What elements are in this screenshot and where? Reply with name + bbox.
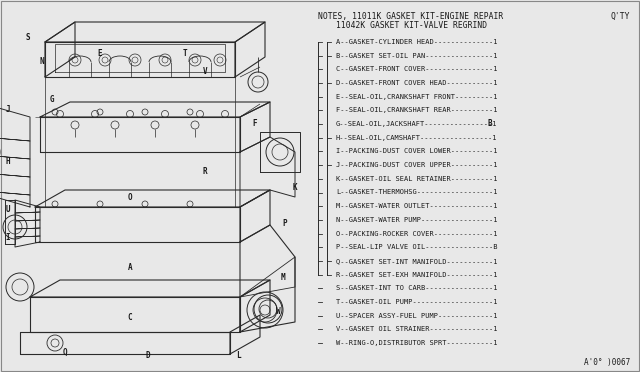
Text: S--GASKET-INT TO CARB----------------1: S--GASKET-INT TO CARB----------------1 (336, 285, 497, 291)
Text: B: B (488, 119, 492, 128)
Text: G--SEAL-OIL,JACKSHAFT----------------1: G--SEAL-OIL,JACKSHAFT----------------1 (336, 121, 497, 127)
Text: K: K (292, 183, 298, 192)
Text: M--GASKET-WATER OUTLET---------------1: M--GASKET-WATER OUTLET---------------1 (336, 203, 497, 209)
Text: O: O (128, 192, 132, 202)
Text: K--GASKET-OIL SEAL RETAINER----------1: K--GASKET-OIL SEAL RETAINER----------1 (336, 176, 497, 182)
Text: J--PACKING-DUST COVER UPPER----------1: J--PACKING-DUST COVER UPPER----------1 (336, 162, 497, 168)
Text: Q--GASKET SET-INT MANIFOLD-----------1: Q--GASKET SET-INT MANIFOLD-----------1 (336, 258, 497, 264)
Text: Q: Q (63, 347, 67, 356)
Text: P--SEAL-LIP VALVE OIL----------------B: P--SEAL-LIP VALVE OIL----------------B (336, 244, 497, 250)
Text: A--GASKET-CYLINDER HEAD--------------1: A--GASKET-CYLINDER HEAD--------------1 (336, 39, 497, 45)
Text: M: M (281, 273, 285, 282)
Text: V--GASKET OIL STRAINER---------------1: V--GASKET OIL STRAINER---------------1 (336, 327, 497, 333)
Text: T: T (182, 49, 188, 58)
Text: G: G (50, 96, 54, 105)
Text: F: F (253, 119, 257, 128)
Text: W--RING-O,DISTRIBUTOR SPRT-----------1: W--RING-O,DISTRIBUTOR SPRT-----------1 (336, 340, 497, 346)
Text: U: U (6, 205, 10, 215)
Text: B--GASKET SET-OIL PAN----------------1: B--GASKET SET-OIL PAN----------------1 (336, 52, 497, 58)
Text: NOTES, 11011K GASKET KIT-ENGINE REPAIR: NOTES, 11011K GASKET KIT-ENGINE REPAIR (318, 12, 503, 20)
Text: W: W (276, 308, 280, 317)
Text: C: C (128, 312, 132, 321)
Text: V: V (203, 67, 207, 77)
Text: P: P (283, 219, 287, 228)
Text: J: J (6, 106, 10, 115)
Text: T--GASKET-OIL PUMP-------------------1: T--GASKET-OIL PUMP-------------------1 (336, 299, 497, 305)
Text: 11042K GASKET KIT-VALVE REGRIND: 11042K GASKET KIT-VALVE REGRIND (336, 20, 487, 29)
Text: D: D (146, 350, 150, 359)
Text: I: I (6, 232, 10, 241)
Text: H--SEAL-OIL,CAMSHAFT-----------------1: H--SEAL-OIL,CAMSHAFT-----------------1 (336, 135, 497, 141)
Text: N: N (40, 58, 44, 67)
Text: I--PACKING-DUST COVER LOWER----------1: I--PACKING-DUST COVER LOWER----------1 (336, 148, 497, 154)
Text: R--GASKET SET-EXH MANIFOLD-----------1: R--GASKET SET-EXH MANIFOLD-----------1 (336, 272, 497, 278)
Text: A: A (128, 263, 132, 272)
Text: A'0° )0067: A'0° )0067 (584, 357, 630, 366)
Text: C--GASKET-FRONT COVER----------------1: C--GASKET-FRONT COVER----------------1 (336, 66, 497, 72)
Text: E: E (98, 49, 102, 58)
Text: L: L (236, 350, 240, 359)
Text: R: R (203, 167, 207, 176)
Text: O--PACKING-ROCKER COVER--------------1: O--PACKING-ROCKER COVER--------------1 (336, 231, 497, 237)
Text: U--SPACER ASSY-FUEL PUMP-------------1: U--SPACER ASSY-FUEL PUMP-------------1 (336, 313, 497, 319)
Text: H: H (6, 157, 10, 167)
Text: L--GASKET-THERMOHSG------------------1: L--GASKET-THERMOHSG------------------1 (336, 189, 497, 196)
Text: E--SEAL-OIL,CRANKSHAFT FRONT---------1: E--SEAL-OIL,CRANKSHAFT FRONT---------1 (336, 94, 497, 100)
Text: N--GASKET-WATER PUMP-----------------1: N--GASKET-WATER PUMP-----------------1 (336, 217, 497, 223)
Text: S: S (26, 32, 30, 42)
Text: D--GASKET-FRONT COVER HEAD-----------1: D--GASKET-FRONT COVER HEAD-----------1 (336, 80, 497, 86)
Text: F--SEAL-OIL,CRANKSHAFT REAR----------1: F--SEAL-OIL,CRANKSHAFT REAR----------1 (336, 108, 497, 113)
Text: Q'TY: Q'TY (611, 12, 630, 20)
